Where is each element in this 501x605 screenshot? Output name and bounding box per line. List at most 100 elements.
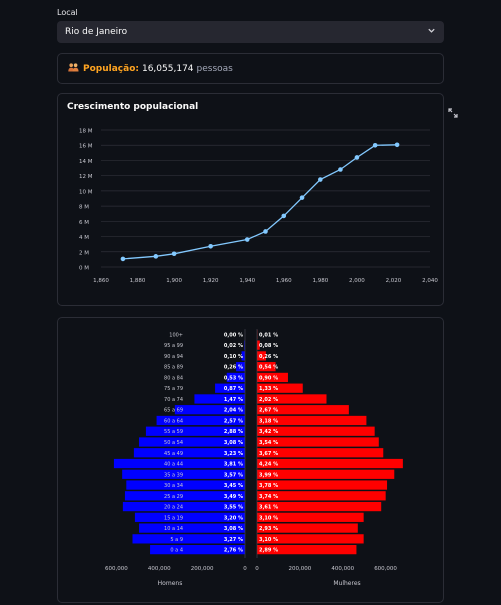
x-tick-label: 1,900 (166, 278, 182, 284)
men-value-label: 3,81 % (224, 462, 243, 468)
data-point (354, 155, 360, 160)
growth-chart-card: Crescimento populacional 0 M 2 M 4 M 6 M 8 M… (57, 93, 444, 306)
y-tick-label: 8 M (79, 205, 89, 211)
age-group-label: 10 a 14 (164, 526, 183, 532)
left-tick-label: 600,000 (105, 566, 128, 572)
age-group-label: 40 a 44 (164, 462, 183, 468)
age-group-label: 25 a 29 (164, 494, 183, 500)
population-unit: pessoas (196, 63, 233, 74)
women-bar (257, 415, 367, 426)
age-group-label: 75 a 79 (164, 386, 183, 392)
women-bar (257, 480, 388, 490)
age-pyramid-card: 0 a 4 2,76 % 2,89 % 5 a 9 3,27 % 3,10 % 10 a 1… (57, 317, 444, 603)
x-tick-label: 1,880 (130, 278, 146, 284)
women-bar (257, 437, 379, 447)
population-line (122, 144, 398, 260)
age-group-label: 90 a 94 (164, 354, 183, 360)
men-bar (133, 448, 245, 458)
women-value-label: 3,10 % (259, 515, 278, 521)
age-group-label: 65 a 69 (164, 408, 183, 414)
data-point (263, 229, 268, 234)
men-bar (122, 501, 245, 512)
age-group-label: 60 a 64 (164, 418, 183, 424)
age-group-label: 70 a 74 (164, 397, 183, 403)
men-bar (113, 458, 245, 469)
x-tick-label: 2,020 (386, 278, 402, 284)
men-value-label: 2,76 % (224, 548, 243, 554)
men-value-label: 0,53 % (224, 375, 243, 381)
growth-chart-title: Crescimento populacional (67, 102, 199, 112)
women-value-label: 3,61 % (259, 505, 278, 511)
age-group-label: 85 a 89 (164, 365, 183, 371)
women-bar (257, 544, 357, 555)
men-bar (215, 383, 245, 393)
women-bar (257, 362, 276, 372)
age-group-label: 55 a 59 (164, 429, 183, 435)
location-select[interactable]: Rio de Janeiro (57, 21, 444, 43)
age-group-label: 15 a 19 (164, 515, 183, 521)
expand-icon[interactable] (447, 104, 459, 118)
men-value-label: 3,55 % (224, 505, 243, 511)
y-tick-label: 16 M (79, 144, 93, 150)
population-label: População: (83, 63, 139, 74)
men-value-label: 3,27 % (224, 537, 243, 543)
women-bar (257, 426, 375, 436)
women-value-label: 3,78 % (259, 483, 278, 489)
men-value-label: 3,23 % (224, 451, 243, 457)
women-value-label: 3,99 % (259, 472, 278, 478)
right-tick-label: 200,000 (288, 566, 311, 572)
women-bar (257, 534, 364, 544)
women-value-label: 0,26 % (259, 354, 278, 360)
men-bar (145, 426, 245, 436)
men-value-label: 2,57 % (224, 418, 243, 424)
age-group-label: 0 a 4 (170, 548, 183, 554)
women-bar (257, 512, 364, 522)
women-value-label: 0,54 % (259, 365, 278, 371)
data-point (299, 195, 305, 200)
women-value-label: 4,24 % (259, 462, 278, 468)
women-bar (257, 394, 327, 404)
men-value-label: 2,88 % (224, 429, 243, 435)
women-bar (257, 458, 403, 469)
women-value-label: 0,01 % (259, 332, 278, 338)
left-tick-label: 400,000 (148, 566, 171, 572)
men-bar (124, 491, 245, 501)
women-bar (257, 372, 288, 383)
women-value-label: 2,02 % (259, 397, 278, 403)
population-value: 16,055,174 (141, 63, 194, 74)
data-point (208, 243, 213, 249)
right-tick-label: 600,000 (374, 566, 397, 572)
women-value-label: 2,93 % (259, 526, 278, 532)
y-tick-label: 10 M (79, 189, 93, 195)
left-tick-label: 0 (243, 566, 247, 572)
y-tick-label: 0 M (79, 266, 89, 272)
men-bar (236, 362, 245, 372)
women-value-label: 3,10 % (259, 537, 278, 543)
women-bar (257, 405, 349, 415)
women-value-label: 3,67 % (259, 451, 278, 457)
men-value-label: 3,08 % (224, 526, 243, 532)
y-tick-label: 12 M (79, 174, 93, 180)
men-axis-title: Homens (158, 580, 183, 587)
men-value-label: 0,02 % (224, 343, 243, 349)
women-bar (257, 491, 386, 501)
x-tick-label: 1,920 (203, 278, 219, 284)
data-point (318, 177, 323, 182)
data-point (120, 256, 126, 262)
age-group-label: 80 a 84 (164, 375, 183, 381)
men-bar (156, 415, 245, 426)
age-group-label: 35 a 39 (164, 472, 183, 478)
men-bar (244, 340, 245, 350)
women-bar (257, 501, 382, 512)
women-bar (257, 469, 395, 479)
age-group-label: 20 a 24 (164, 505, 183, 511)
men-bar (126, 480, 245, 490)
women-value-label: 3,18 % (259, 418, 278, 424)
women-bar (257, 383, 303, 393)
data-point (372, 142, 378, 148)
men-bar (241, 351, 245, 361)
x-tick-label: 1,940 (239, 278, 255, 284)
left-tick-label: 200,000 (191, 566, 214, 572)
x-tick-label: 1,980 (312, 278, 328, 284)
right-tick-label: 0 (255, 566, 259, 572)
